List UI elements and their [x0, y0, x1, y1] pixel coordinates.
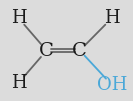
Text: H: H: [11, 74, 26, 92]
Text: H: H: [11, 9, 26, 27]
Text: C: C: [72, 42, 87, 59]
Text: H: H: [104, 9, 120, 27]
Text: C: C: [39, 42, 54, 59]
Text: OH: OH: [97, 76, 127, 94]
